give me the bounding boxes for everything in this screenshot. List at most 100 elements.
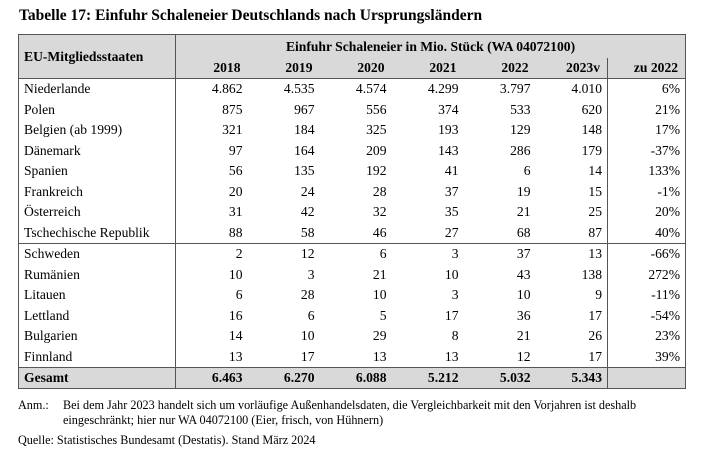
value-cell: 193 [438, 122, 459, 138]
column-header-year: 2023v [535, 58, 608, 79]
value-cell: 10 [228, 266, 243, 282]
value-cell: 2 [175, 243, 248, 265]
column-header-year: 2019 [247, 58, 320, 79]
column-header-year: 2022 [463, 58, 536, 79]
value-cell: 17 [588, 348, 602, 364]
value-cell: 56 [228, 163, 243, 179]
source-note: Quelle: Statistisches Bundesamt (Destati… [18, 433, 316, 447]
column-group-header-bold: Einfuhr Schaleneier [285, 38, 403, 54]
change-cell: -11% [606, 285, 687, 306]
table-row: Finnland 13 17 13 13 12 17 39% [18, 346, 687, 368]
change-cell: 6% [606, 78, 687, 100]
total-label: Gesamt [18, 367, 176, 389]
value-cell: 12 [247, 243, 320, 265]
value-cell: 46 [372, 224, 387, 240]
column-header-year: 2021 [391, 58, 464, 79]
table-row: Tschechische Republik 88 58 46 27 68 87 40% [18, 222, 687, 244]
column-group-header: Einfuhr Schaleneier in Mio. Stück (WA 04… [175, 34, 687, 58]
value-cell: 5 [379, 307, 387, 323]
table-row: Schweden 2 12 6 3 37 13 -66% [18, 243, 687, 265]
change-cell: -54% [606, 305, 687, 326]
value-cell: 28 [372, 183, 387, 199]
value-cell: 10 [300, 328, 315, 344]
total-value-cell: 5.212 [391, 367, 464, 389]
total-value-cell: 6.270 [247, 367, 320, 389]
table-row: Rumänien 10 3 21 10 43 138 272% [18, 264, 687, 285]
value-cell: 3.797 [499, 81, 531, 97]
value-cell: 21 [516, 328, 531, 344]
footnote-label: Anm.: [18, 398, 49, 412]
table-row: Dänemark 97 164 209 143 286 179 -37% [18, 140, 687, 161]
change-cell: 133% [606, 161, 687, 182]
total-row: Gesamt 6.463 6.270 6.088 5.212 5.032 5.343 [18, 367, 687, 389]
value-cell: 28 [300, 287, 315, 303]
value-cell: 21 [516, 204, 531, 220]
total-value-cell: 5.032 [463, 367, 536, 389]
value-cell: 25 [588, 204, 602, 220]
value-cell: 6 [307, 307, 315, 323]
value-cell: 12 [516, 348, 531, 364]
value-cell: 16 [228, 307, 243, 323]
value-cell: 21 [372, 266, 387, 282]
table-row: Polen 875 967 556 374 533 620 21% [18, 99, 687, 120]
value-cell: 41 [444, 163, 459, 179]
country-cell: Dänemark [18, 140, 176, 161]
value-cell: 13 [444, 348, 459, 364]
table-row: Niederlande 4.862 4.535 4.574 4.299 3.797 4.01… [18, 78, 687, 100]
value-cell: 24 [300, 183, 315, 199]
value-cell: 36 [516, 307, 531, 323]
country-cell: Spanien [18, 161, 176, 182]
value-cell: 6 [235, 287, 243, 303]
value-cell: 97 [228, 142, 243, 158]
table-row: Belgien (ab 1999) 321 184 325 193 129 148 17% [18, 120, 687, 141]
value-cell: 4.010 [571, 81, 602, 97]
total-value-cell [606, 367, 687, 389]
value-cell: 19 [516, 183, 531, 199]
total-value-cell: 6.088 [319, 367, 392, 389]
value-cell: 37 [444, 183, 459, 199]
table-row: Frankreich 20 24 28 37 19 15 -1% [18, 181, 687, 202]
value-cell: 13 [535, 243, 608, 265]
footnote: Anm.: Bei dem Jahr 2023 handelt sich um … [18, 398, 678, 428]
value-cell: 184 [294, 122, 315, 138]
value-cell: 10 [444, 266, 459, 282]
value-cell: 209 [366, 142, 387, 158]
table-row: Lettland 16 6 5 17 36 17 -54% [18, 305, 687, 326]
change-cell: 20% [606, 202, 687, 223]
footnote-text: Bei dem Jahr 2023 handelt sich um vorläu… [63, 398, 637, 427]
value-cell: 321 [222, 122, 243, 138]
country-cell: Niederlande [18, 78, 176, 100]
country-cell: Finnland [18, 346, 176, 368]
value-cell: 27 [444, 224, 459, 240]
value-cell: 374 [438, 101, 459, 117]
value-cell: 533 [510, 101, 531, 117]
column-header-country: EU-Mitgliedsstaaten [18, 34, 176, 79]
value-cell: 13 [228, 348, 243, 364]
value-cell: 29 [372, 328, 387, 344]
value-cell: 43 [516, 266, 531, 282]
value-cell: 556 [366, 101, 387, 117]
value-cell: 87 [588, 224, 602, 240]
total-value-cell: 6.463 [175, 367, 248, 389]
value-cell: 875 [222, 101, 243, 117]
value-cell: 20 [228, 183, 243, 199]
value-cell: 3 [391, 243, 464, 265]
value-cell: 192 [366, 163, 387, 179]
value-cell: 143 [438, 142, 459, 158]
value-cell: 967 [294, 101, 315, 117]
country-cell: Lettland [18, 305, 176, 326]
country-cell: Tschechische Republik [18, 222, 176, 244]
column-header-year: zu 2022 [606, 58, 687, 79]
country-cell: Bulgarien [18, 326, 176, 347]
value-cell: 68 [516, 224, 531, 240]
value-cell: 26 [588, 328, 602, 344]
value-cell: 88 [228, 224, 243, 240]
value-cell: 4.299 [427, 81, 459, 97]
value-cell: 286 [510, 142, 531, 158]
value-cell: 17 [588, 307, 602, 323]
value-cell: 135 [294, 163, 315, 179]
change-cell: 17% [606, 120, 687, 141]
value-cell: 164 [294, 142, 315, 158]
table-row: Bulgarien 14 10 29 8 21 26 23% [18, 326, 687, 347]
value-cell: 15 [588, 183, 602, 199]
